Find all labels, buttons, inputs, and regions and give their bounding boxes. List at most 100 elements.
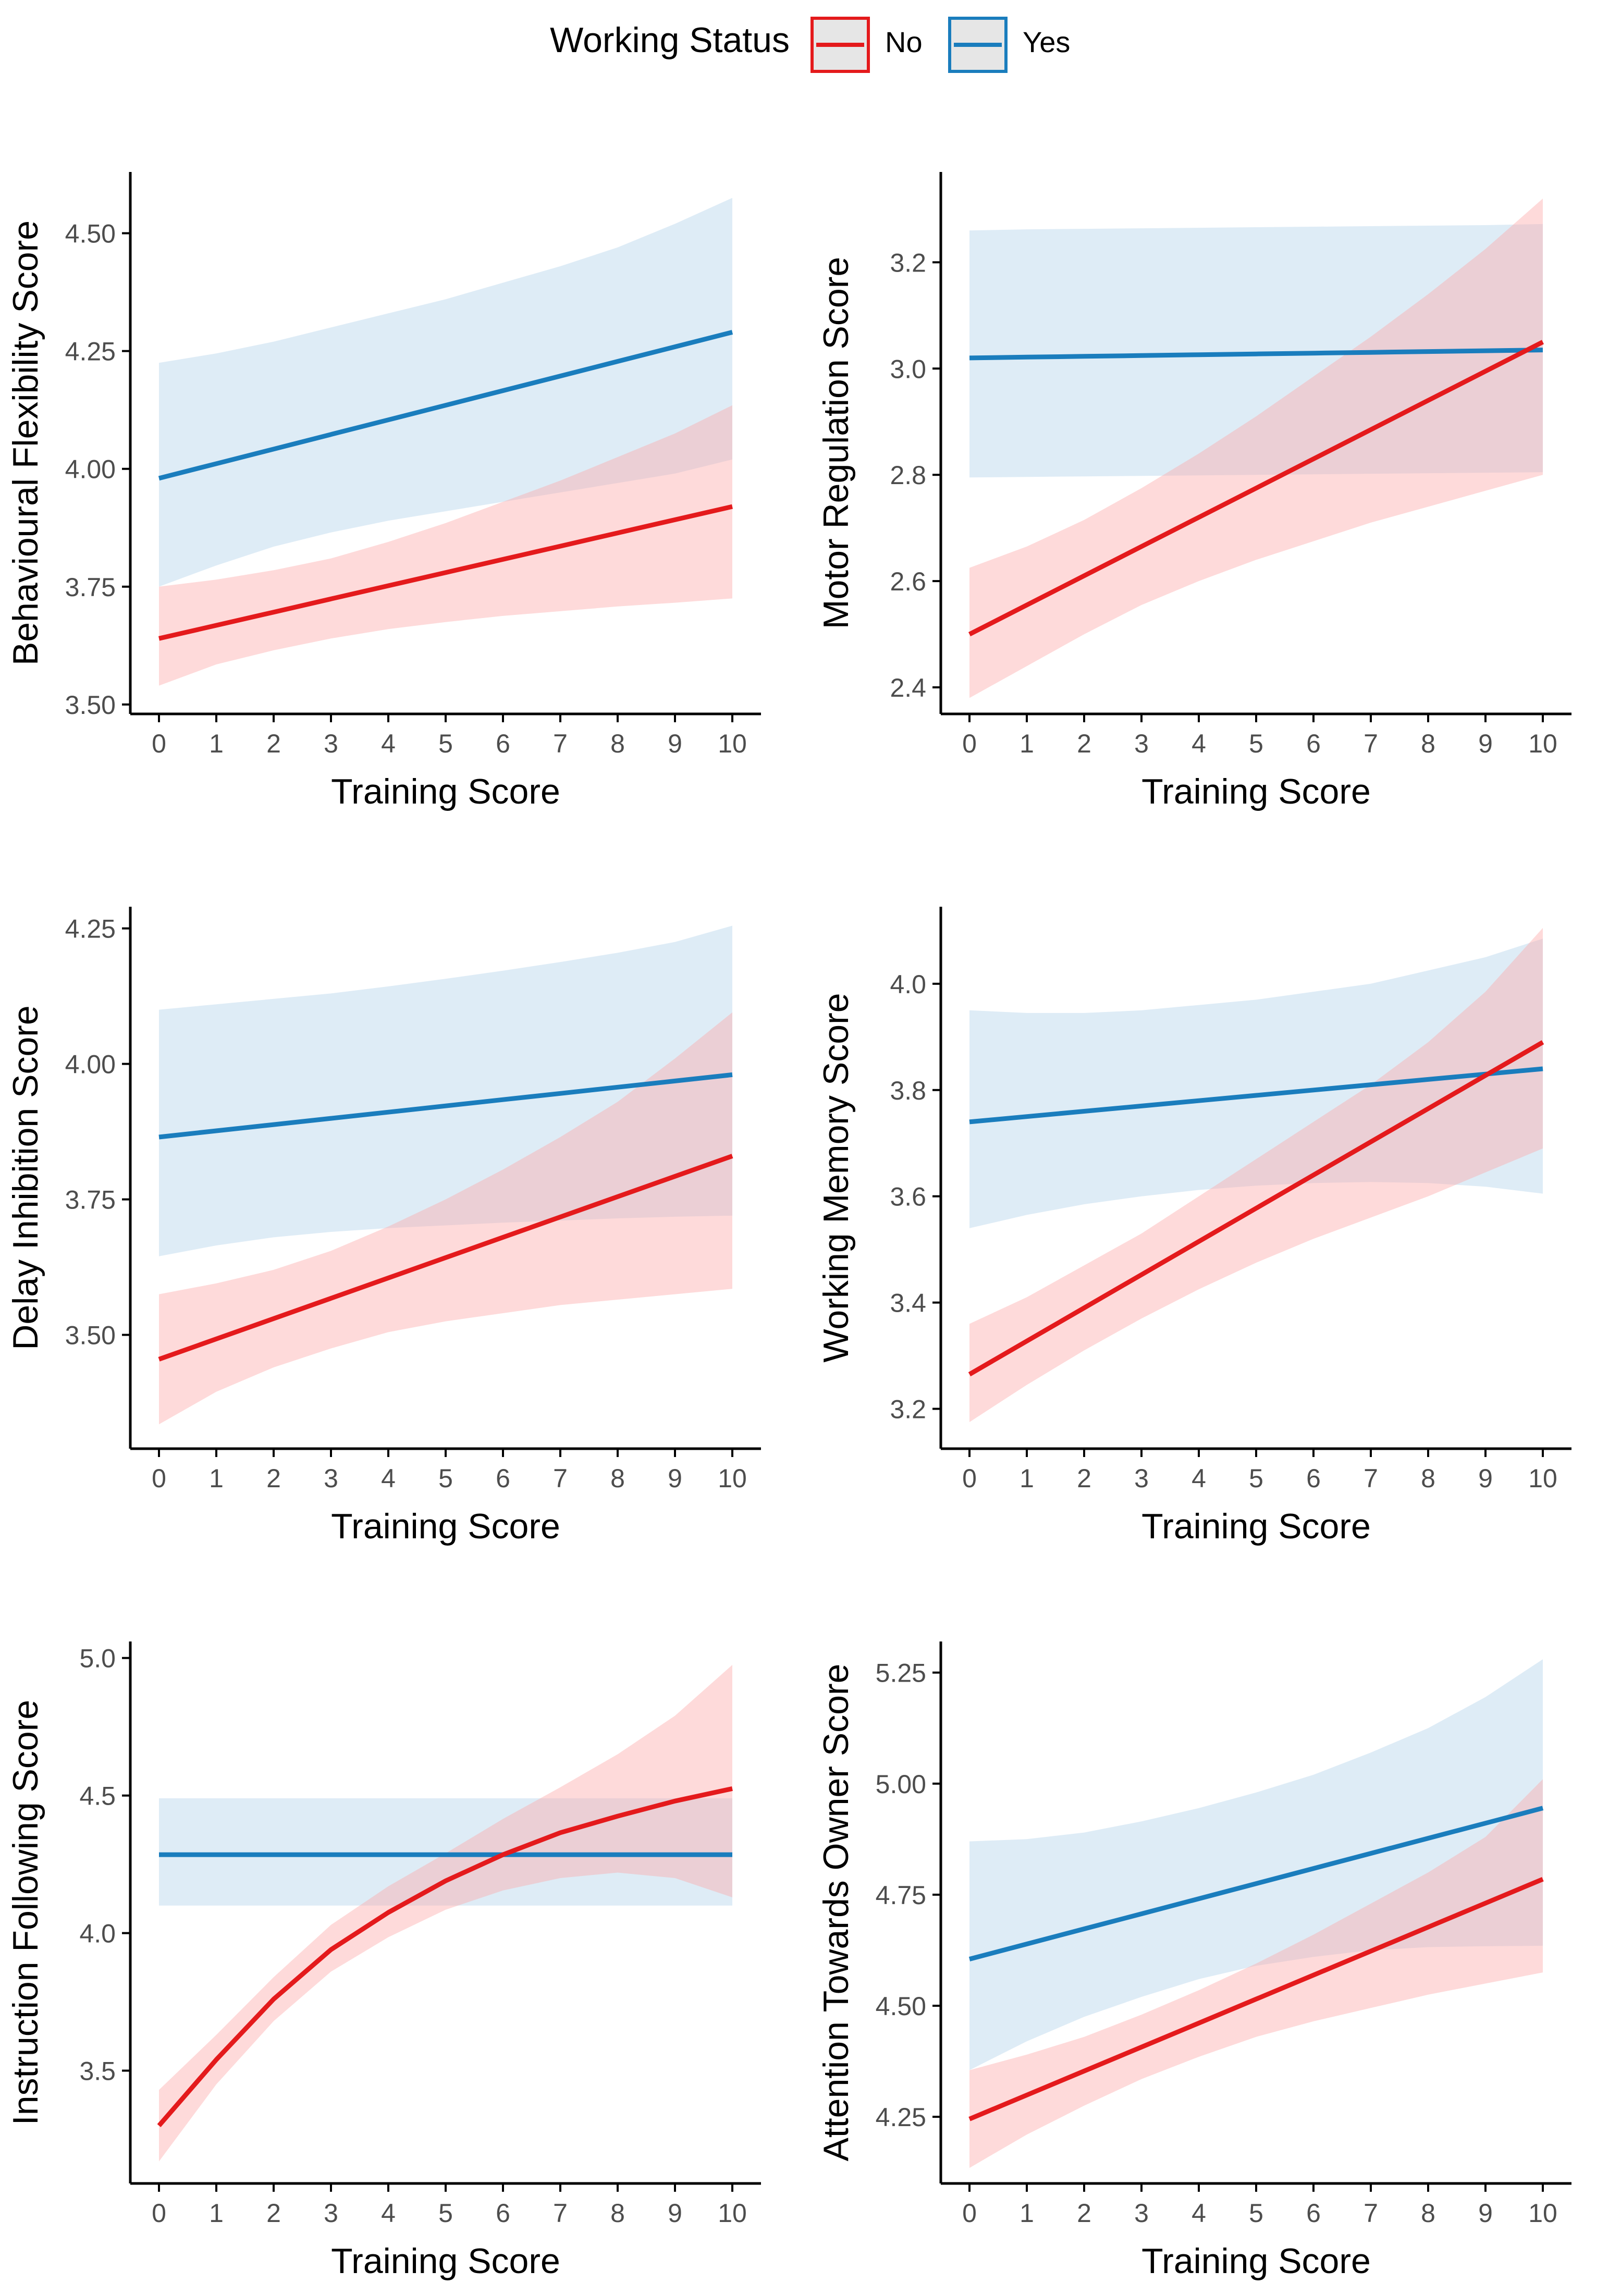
x-tick-label: 8 <box>1421 2199 1435 2228</box>
y-tick-label: 3.5 <box>79 2057 116 2086</box>
legend-key-yes: Yes <box>948 17 1070 73</box>
x-tick-label: 3 <box>1134 1464 1149 1493</box>
x-tick-label: 4 <box>1192 729 1206 758</box>
x-tick-label: 3 <box>324 2199 338 2228</box>
series-line-no <box>158 1154 733 1362</box>
x-tick-label: 7 <box>1364 729 1378 758</box>
x-tick-label: 10 <box>718 729 747 758</box>
x-tick-label: 9 <box>668 1464 682 1493</box>
y-tick-label: 5.25 <box>876 1659 926 1688</box>
y-tick-label: 3.4 <box>890 1289 926 1318</box>
series-line-no <box>968 340 1544 637</box>
x-tick-label: 6 <box>496 2199 510 2228</box>
legend-label-yes: Yes <box>1023 26 1070 58</box>
legend-key-no: No <box>810 17 923 73</box>
instruction-following-panel: 3.5 4.0 4.5 5.0 0 1 2 3 4 5 6 7 8 9 10 Training Score In… <box>6 1641 761 2281</box>
x-tick-label: 8 <box>610 2199 625 2228</box>
y-tick-label: 3.50 <box>65 690 116 720</box>
x-tick-label: 8 <box>610 729 625 758</box>
y-tick-label: 2.6 <box>890 567 926 596</box>
x-tick-label: 4 <box>381 2199 396 2228</box>
y-tick-label: 3.50 <box>65 1321 116 1350</box>
ci-band-no <box>969 928 1543 1422</box>
y-tick-label: 3.2 <box>890 248 926 277</box>
legend-label-no: No <box>885 26 923 58</box>
behavioural-flexibility-panel: 3.50 3.75 4.00 4.25 4.50 0 1 2 3 4 5 6 7 8 9 10 Training… <box>6 172 761 811</box>
y-axis-title: Motor Regulation Score <box>816 257 856 629</box>
y-axis-title: Delay Inhibition Score <box>6 1005 45 1350</box>
ci-band-no <box>969 199 1543 698</box>
motor-regulation-panel: 2.4 2.6 2.8 3.0 3.2 0 1 2 3 4 5 6 7 8 9 10 Training Scor… <box>816 172 1571 811</box>
y-axis-title: Instruction Following Score <box>6 1700 45 2125</box>
working-memory-panel: 3.2 3.4 3.6 3.8 4.0 0 1 2 3 4 5 6 7 8 9 10 Training Scor… <box>816 907 1571 1546</box>
x-tick-label: 4 <box>1192 2199 1206 2228</box>
y-tick-label: 5.00 <box>876 1770 926 1799</box>
x-tick-label: 9 <box>1478 729 1493 758</box>
x-tick-label: 2 <box>1077 729 1091 758</box>
ci-band-no <box>969 1779 1543 2168</box>
attention-towards-owner-panel: 4.25 4.50 4.75 5.00 5.25 0 1 2 3 4 5 6 7 8 9 10 Training… <box>816 1641 1571 2281</box>
legend-title: Working Status <box>550 20 790 60</box>
ci-band-yes <box>159 925 732 1256</box>
x-tick-label: 9 <box>1478 2199 1493 2228</box>
x-tick-label: 8 <box>1421 1464 1435 1493</box>
y-tick-label: 3.2 <box>890 1395 926 1424</box>
y-tick-label: 4.00 <box>65 1050 116 1079</box>
x-tick-label: 9 <box>668 729 682 758</box>
series-line-no <box>157 1786 733 2128</box>
x-axis-title: Training Score <box>1141 772 1371 811</box>
y-tick-label: 3.8 <box>890 1076 926 1105</box>
y-tick-label: 4.00 <box>65 455 116 484</box>
x-tick-label: 6 <box>1306 1464 1321 1493</box>
x-tick-label: 10 <box>1528 2199 1557 2228</box>
x-tick-label: 9 <box>668 2199 682 2228</box>
x-tick-label: 1 <box>1020 2199 1034 2228</box>
y-tick-label: 3.75 <box>65 573 116 602</box>
x-tick-label: 0 <box>152 1464 166 1493</box>
ci-band-yes <box>969 1659 1543 2070</box>
x-tick-label: 6 <box>1306 2199 1321 2228</box>
x-tick-label: 8 <box>610 1464 625 1493</box>
x-tick-label: 4 <box>381 1464 396 1493</box>
y-tick-label: 4.50 <box>65 219 116 249</box>
series-line-no <box>968 1040 1544 1377</box>
x-tick-label: 3 <box>324 1464 338 1493</box>
x-tick-label: 6 <box>496 729 510 758</box>
x-axis-title: Training Score <box>1141 2241 1371 2281</box>
x-tick-label: 6 <box>496 1464 510 1493</box>
x-tick-label: 1 <box>209 2199 224 2228</box>
series-line-yes <box>969 1066 1543 1125</box>
x-tick-label: 2 <box>266 1464 281 1493</box>
ci-band-yes <box>159 197 732 587</box>
x-tick-label: 1 <box>1020 729 1034 758</box>
x-tick-label: 1 <box>209 1464 224 1493</box>
x-axis-title: Training Score <box>331 1507 560 1546</box>
x-tick-label: 7 <box>553 1464 568 1493</box>
y-axis-title: Working Memory Score <box>816 993 856 1362</box>
x-tick-label: 3 <box>1134 729 1149 758</box>
y-tick-label: 4.25 <box>65 337 116 366</box>
x-tick-label: 5 <box>438 2199 453 2228</box>
x-tick-label: 2 <box>266 729 281 758</box>
y-tick-label: 4.50 <box>876 1992 926 2021</box>
y-tick-label: 4.0 <box>890 970 926 999</box>
x-tick-label: 4 <box>381 729 396 758</box>
y-tick-label: 4.25 <box>65 915 116 944</box>
x-tick-label: 6 <box>1306 729 1321 758</box>
y-tick-label: 3.6 <box>890 1182 926 1212</box>
x-axis-title: Training Score <box>331 2241 560 2281</box>
x-tick-label: 1 <box>209 729 224 758</box>
delay-inhibition-panel: 3.50 3.75 4.00 4.25 0 1 2 3 4 5 6 7 8 9 10 Training Sco… <box>6 907 761 1546</box>
y-tick-label: 5.0 <box>79 1644 116 1673</box>
x-tick-label: 1 <box>1020 1464 1034 1493</box>
y-tick-label: 3.0 <box>890 354 926 384</box>
x-tick-label: 4 <box>1192 1464 1206 1493</box>
x-tick-label: 0 <box>962 729 977 758</box>
x-tick-label: 5 <box>438 729 453 758</box>
x-tick-label: 0 <box>962 1464 977 1493</box>
x-axis-title: Training Score <box>1141 1507 1371 1546</box>
legend: Working Status No Yes <box>550 17 1070 73</box>
x-tick-label: 2 <box>266 2199 281 2228</box>
series-line-no <box>968 1877 1544 2121</box>
y-axis-title: Behavioural Flexibility Score <box>6 220 45 665</box>
